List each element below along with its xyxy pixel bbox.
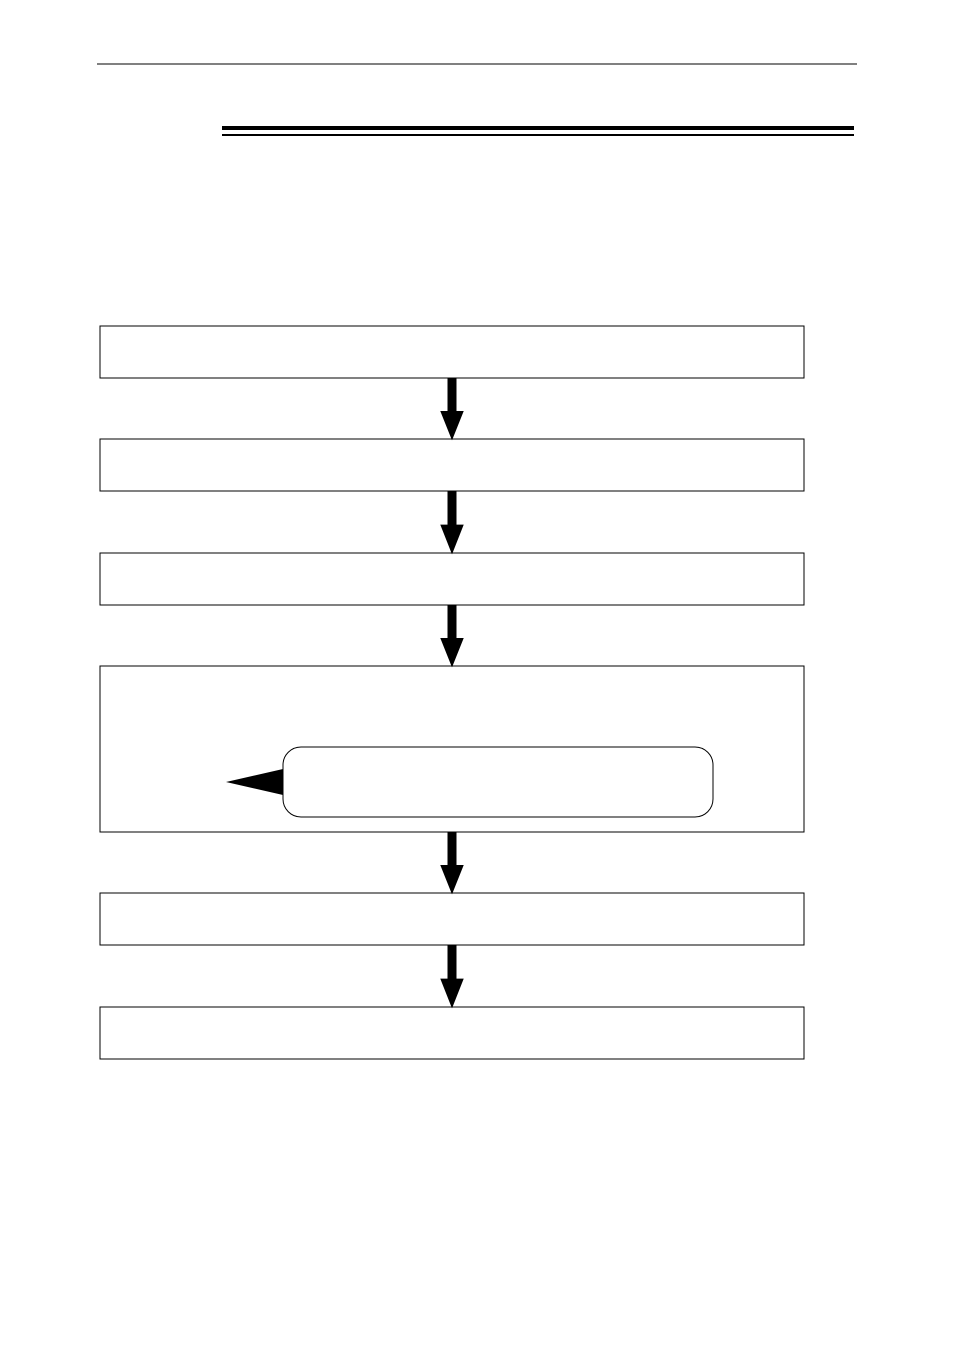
- flow-box-b1: [100, 326, 804, 378]
- flow-arrow-b3-b4: [441, 605, 463, 666]
- flow-box-b2: [100, 439, 804, 491]
- flow-box-b5: [100, 893, 804, 945]
- flow-arrow-b1-b2: [441, 378, 463, 439]
- flowchart-canvas: [0, 0, 954, 1349]
- flow-box-b3: [100, 553, 804, 605]
- flow-arrow-b5-b6: [441, 945, 463, 1007]
- flow-arrow-b4-b5: [441, 832, 463, 893]
- callout-bubble: [283, 747, 713, 817]
- flow-box-b6: [100, 1007, 804, 1059]
- flow-arrow-b2-b3: [441, 491, 463, 553]
